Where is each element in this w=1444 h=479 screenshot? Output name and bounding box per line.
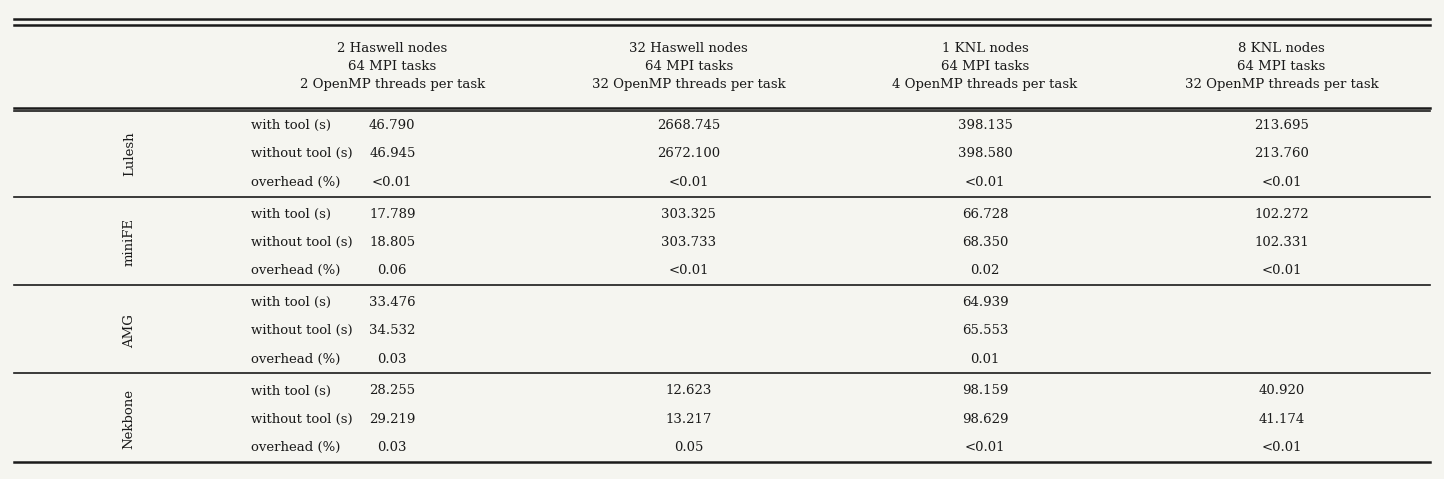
Text: <0.01: <0.01 — [373, 176, 413, 189]
Text: without tool (s): without tool (s) — [251, 148, 352, 160]
Text: 398.135: 398.135 — [957, 119, 1012, 132]
Text: 46.945: 46.945 — [370, 148, 416, 160]
Text: <0.01: <0.01 — [669, 176, 709, 189]
Text: miniFE: miniFE — [123, 218, 136, 266]
Text: Nekbone: Nekbone — [123, 389, 136, 449]
Text: AMG: AMG — [123, 314, 136, 348]
Text: with tool (s): with tool (s) — [251, 385, 331, 398]
Text: 2 Haswell nodes
64 MPI tasks
2 OpenMP threads per task: 2 Haswell nodes 64 MPI tasks 2 OpenMP th… — [300, 42, 485, 91]
Text: 0.01: 0.01 — [970, 353, 999, 366]
Text: 41.174: 41.174 — [1258, 413, 1304, 426]
Text: 18.805: 18.805 — [370, 236, 416, 249]
Text: 29.219: 29.219 — [370, 413, 416, 426]
Text: 0.06: 0.06 — [377, 264, 407, 277]
Text: 303.325: 303.325 — [661, 207, 716, 220]
Text: 32 Haswell nodes
64 MPI tasks
32 OpenMP threads per task: 32 Haswell nodes 64 MPI tasks 32 OpenMP … — [592, 42, 786, 91]
Text: 40.920: 40.920 — [1258, 385, 1304, 398]
Text: overhead (%): overhead (%) — [251, 176, 341, 189]
Text: 98.159: 98.159 — [962, 385, 1008, 398]
Text: with tool (s): with tool (s) — [251, 119, 331, 132]
Text: 0.05: 0.05 — [674, 441, 703, 454]
Text: 8 KNL nodes
64 MPI tasks
32 OpenMP threads per task: 8 KNL nodes 64 MPI tasks 32 OpenMP threa… — [1184, 42, 1378, 91]
Text: 13.217: 13.217 — [666, 413, 712, 426]
Text: with tool (s): with tool (s) — [251, 296, 331, 309]
Text: 213.695: 213.695 — [1253, 119, 1308, 132]
Text: Lulesh: Lulesh — [123, 132, 136, 176]
Text: 46.790: 46.790 — [370, 119, 416, 132]
Text: overhead (%): overhead (%) — [251, 353, 341, 366]
Text: 34.532: 34.532 — [370, 324, 416, 337]
Text: overhead (%): overhead (%) — [251, 264, 341, 277]
Text: <0.01: <0.01 — [669, 264, 709, 277]
Text: 68.350: 68.350 — [962, 236, 1008, 249]
Text: 102.331: 102.331 — [1253, 236, 1308, 249]
Text: 102.272: 102.272 — [1253, 207, 1308, 220]
Text: 65.553: 65.553 — [962, 324, 1008, 337]
Text: without tool (s): without tool (s) — [251, 413, 352, 426]
Text: <0.01: <0.01 — [1261, 264, 1301, 277]
Text: with tool (s): with tool (s) — [251, 207, 331, 220]
Text: <0.01: <0.01 — [965, 176, 1005, 189]
Text: 28.255: 28.255 — [370, 385, 416, 398]
Text: 64.939: 64.939 — [962, 296, 1008, 309]
Text: 66.728: 66.728 — [962, 207, 1008, 220]
Text: 0.03: 0.03 — [377, 441, 407, 454]
Text: 2672.100: 2672.100 — [657, 148, 721, 160]
Text: <0.01: <0.01 — [1261, 176, 1301, 189]
Text: 1 KNL nodes
64 MPI tasks
4 OpenMP threads per task: 1 KNL nodes 64 MPI tasks 4 OpenMP thread… — [892, 42, 1077, 91]
Text: 98.629: 98.629 — [962, 413, 1008, 426]
Text: 33.476: 33.476 — [370, 296, 416, 309]
Text: overhead (%): overhead (%) — [251, 441, 341, 454]
Text: 303.733: 303.733 — [661, 236, 716, 249]
Text: <0.01: <0.01 — [1261, 441, 1301, 454]
Text: <0.01: <0.01 — [965, 441, 1005, 454]
Text: 213.760: 213.760 — [1253, 148, 1308, 160]
Text: without tool (s): without tool (s) — [251, 236, 352, 249]
Text: 398.580: 398.580 — [957, 148, 1012, 160]
Text: 0.03: 0.03 — [377, 353, 407, 366]
Text: 17.789: 17.789 — [370, 207, 416, 220]
Text: 2668.745: 2668.745 — [657, 119, 721, 132]
Text: without tool (s): without tool (s) — [251, 324, 352, 337]
Text: 0.02: 0.02 — [970, 264, 999, 277]
Text: 12.623: 12.623 — [666, 385, 712, 398]
